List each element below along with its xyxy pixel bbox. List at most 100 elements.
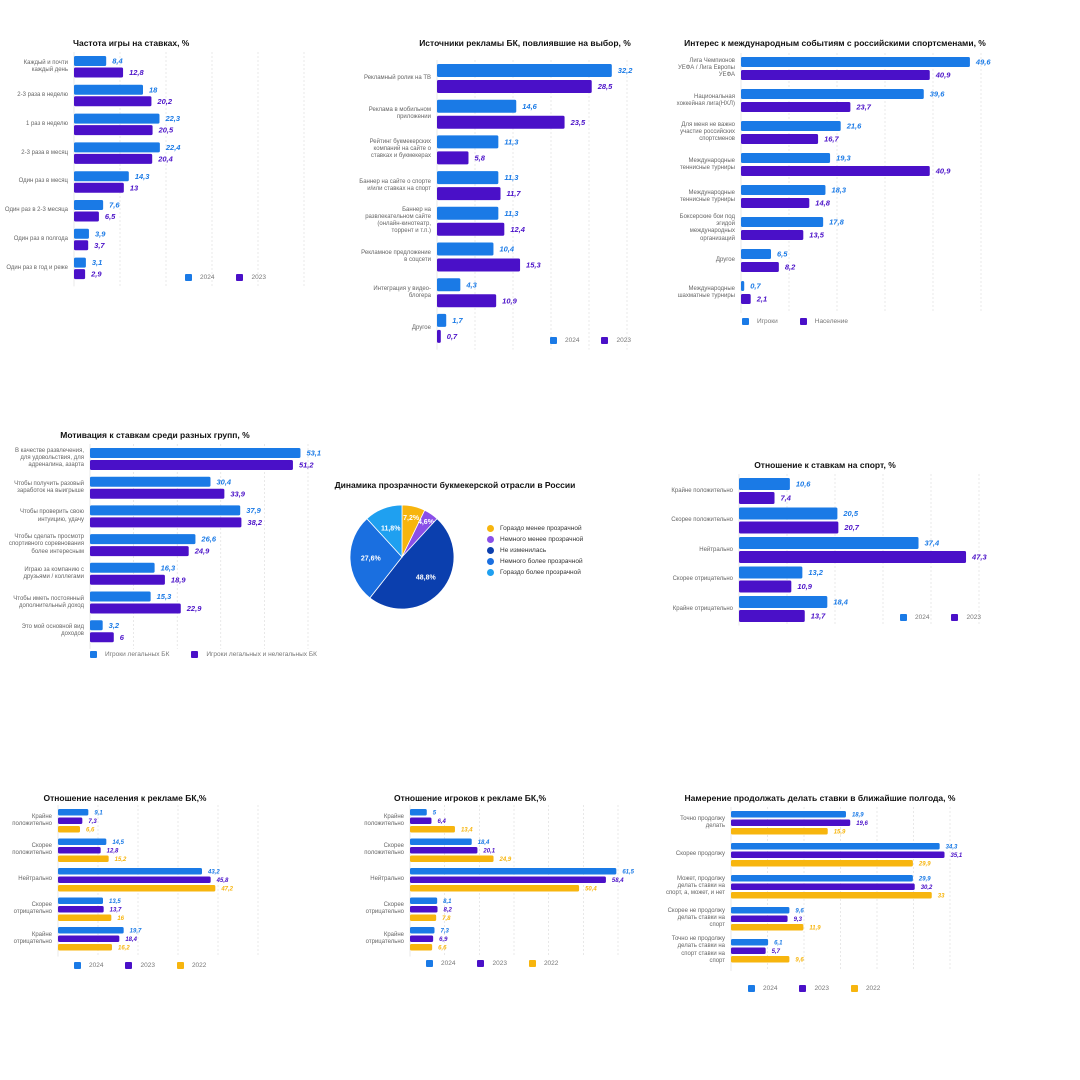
- bars-svg: 18,9 19,6 15,9 34,3 35,1 29,9 29,9 30,2 33 9,6 9,3…: [730, 807, 963, 971]
- legend: Игроки легальных БК Игроки легальных и не…: [90, 651, 317, 658]
- legend-label: 2023: [140, 962, 155, 969]
- bar-Игроки: [741, 249, 771, 259]
- value-label: 6,9: [439, 937, 448, 943]
- category-label: Скорее продолжу: [675, 851, 725, 858]
- legend-item: 2022: [528, 960, 558, 967]
- legend-swatch: [951, 614, 959, 621]
- category-label: Это мой основной вид доходов: [21, 624, 84, 638]
- pie-slice: [349, 518, 403, 599]
- value-label: 18,9: [171, 575, 186, 584]
- category-label: Скорее положительно: [364, 843, 404, 857]
- bar-2024: [437, 135, 499, 149]
- category-label: Точно продолжу делать: [680, 815, 725, 829]
- value-label: 45,8: [216, 878, 229, 884]
- bar-2023: [739, 551, 967, 563]
- value-label: 58,4: [612, 878, 624, 884]
- value-label: 37,4: [925, 539, 940, 548]
- legend-label: Не изменилась: [500, 547, 547, 554]
- legend-swatch: [900, 614, 907, 621]
- legend-item: 2024: [74, 962, 103, 969]
- category-label: Играю за компанию с друзьями / коллегами: [23, 566, 84, 580]
- category-label: Баннер на развлекательном сайте (онлайн-…: [365, 206, 431, 235]
- value-label: 39,6: [930, 90, 945, 99]
- bar-2023: [731, 819, 851, 826]
- value-label: 30,4: [216, 477, 231, 486]
- value-label: 7,6: [109, 201, 120, 210]
- bar-Игроки легальных и нелегальных БК: [90, 574, 165, 585]
- category-label: Один раз в полгода: [13, 236, 68, 243]
- value-label: 20,7: [843, 523, 859, 532]
- bar-Игроки: [741, 57, 970, 67]
- value-label: 19,3: [836, 154, 851, 163]
- value-label: 11,3: [504, 209, 519, 218]
- bar-2024: [739, 596, 828, 608]
- value-label: 20,4: [157, 155, 173, 164]
- value-label: 6,5: [105, 212, 116, 221]
- legend-label: 2024: [89, 962, 104, 969]
- value-label: 40,9: [935, 71, 951, 80]
- legend-swatch: [799, 318, 807, 325]
- legend-item: Немного менее прозрачной: [487, 534, 583, 545]
- bar-2024: [58, 897, 103, 904]
- category-label: Рекламное предложение в соцсети: [361, 250, 431, 264]
- bar-2024: [410, 927, 435, 934]
- bar-2022: [58, 855, 109, 862]
- category-label: Другое: [715, 257, 735, 263]
- legend-swatch: [748, 985, 755, 992]
- bar-2022: [58, 914, 112, 921]
- bar-Игроки: [741, 281, 745, 291]
- legend-label: Немного менее прозрачной: [500, 536, 584, 543]
- value-label: 10,6: [796, 480, 811, 489]
- bar-2024: [74, 56, 107, 66]
- chart-title: Отношение игроков к рекламе БК,%: [393, 793, 547, 803]
- bar-2022: [731, 892, 932, 899]
- value-label: 21,6: [846, 122, 862, 131]
- bar-2022: [731, 956, 790, 963]
- value-label: 19,6: [856, 821, 868, 827]
- bar-2023: [731, 915, 788, 922]
- legend-label: 2024: [915, 614, 930, 621]
- bar-2023: [74, 125, 153, 136]
- chart-title: Намерение продолжать делать ставки в бли…: [684, 793, 956, 803]
- bar-Население: [741, 198, 810, 208]
- value-label: 4,3: [465, 280, 477, 289]
- legend: 2024 2023 2022: [426, 960, 558, 967]
- pie-slice: [366, 504, 403, 559]
- value-label: 13,5: [109, 899, 121, 905]
- bar-2024: [437, 313, 447, 327]
- bar-2023: [437, 151, 469, 165]
- value-label: 6: [120, 633, 125, 642]
- bar-2024: [410, 809, 427, 816]
- bar-2023: [410, 847, 478, 854]
- value-label: 2,9: [90, 270, 102, 279]
- bar-2023: [739, 610, 805, 622]
- bar-2024: [437, 278, 461, 292]
- category-label: Нейтрально: [18, 876, 52, 883]
- value-label: 6,6: [86, 827, 95, 833]
- value-label: 16,7: [824, 135, 839, 144]
- bar-2022: [58, 885, 216, 892]
- value-label: 8,1: [443, 899, 452, 905]
- bar-2022: [731, 860, 913, 867]
- legend-item: Немного более прозрачной: [487, 556, 583, 567]
- category-label: Боксерские бои под эгидой международных …: [679, 214, 735, 242]
- category-label: Крайне отрицательно: [365, 931, 404, 945]
- value-label: 22,4: [165, 143, 181, 152]
- bar-2024: [74, 142, 160, 153]
- value-label: 14,5: [112, 840, 124, 846]
- legend-swatch: [528, 960, 536, 967]
- bar-Игроки легальных БК: [90, 476, 211, 487]
- pie-label: 48,8%: [416, 575, 437, 582]
- value-label: 8,4: [112, 57, 123, 66]
- value-label: 14,8: [815, 199, 830, 208]
- bar-Население: [741, 134, 819, 144]
- value-label: 14,6: [522, 102, 537, 111]
- bars-svg: 8,4 12,8 18 20,2 22,3 20,5 22,4 20,4 14,3 13 7,6 6,…: [73, 52, 305, 287]
- bar-2023: [74, 211, 99, 222]
- bar-2023: [739, 492, 775, 504]
- category-label: Крайне положительно: [671, 487, 733, 494]
- value-label: 15,3: [526, 261, 541, 270]
- category-label: Лига Чемпионов УЕФА / Лига Европы УЕФА: [677, 57, 735, 78]
- value-label: 9,6: [795, 908, 804, 914]
- legend-item: 2022: [176, 962, 206, 969]
